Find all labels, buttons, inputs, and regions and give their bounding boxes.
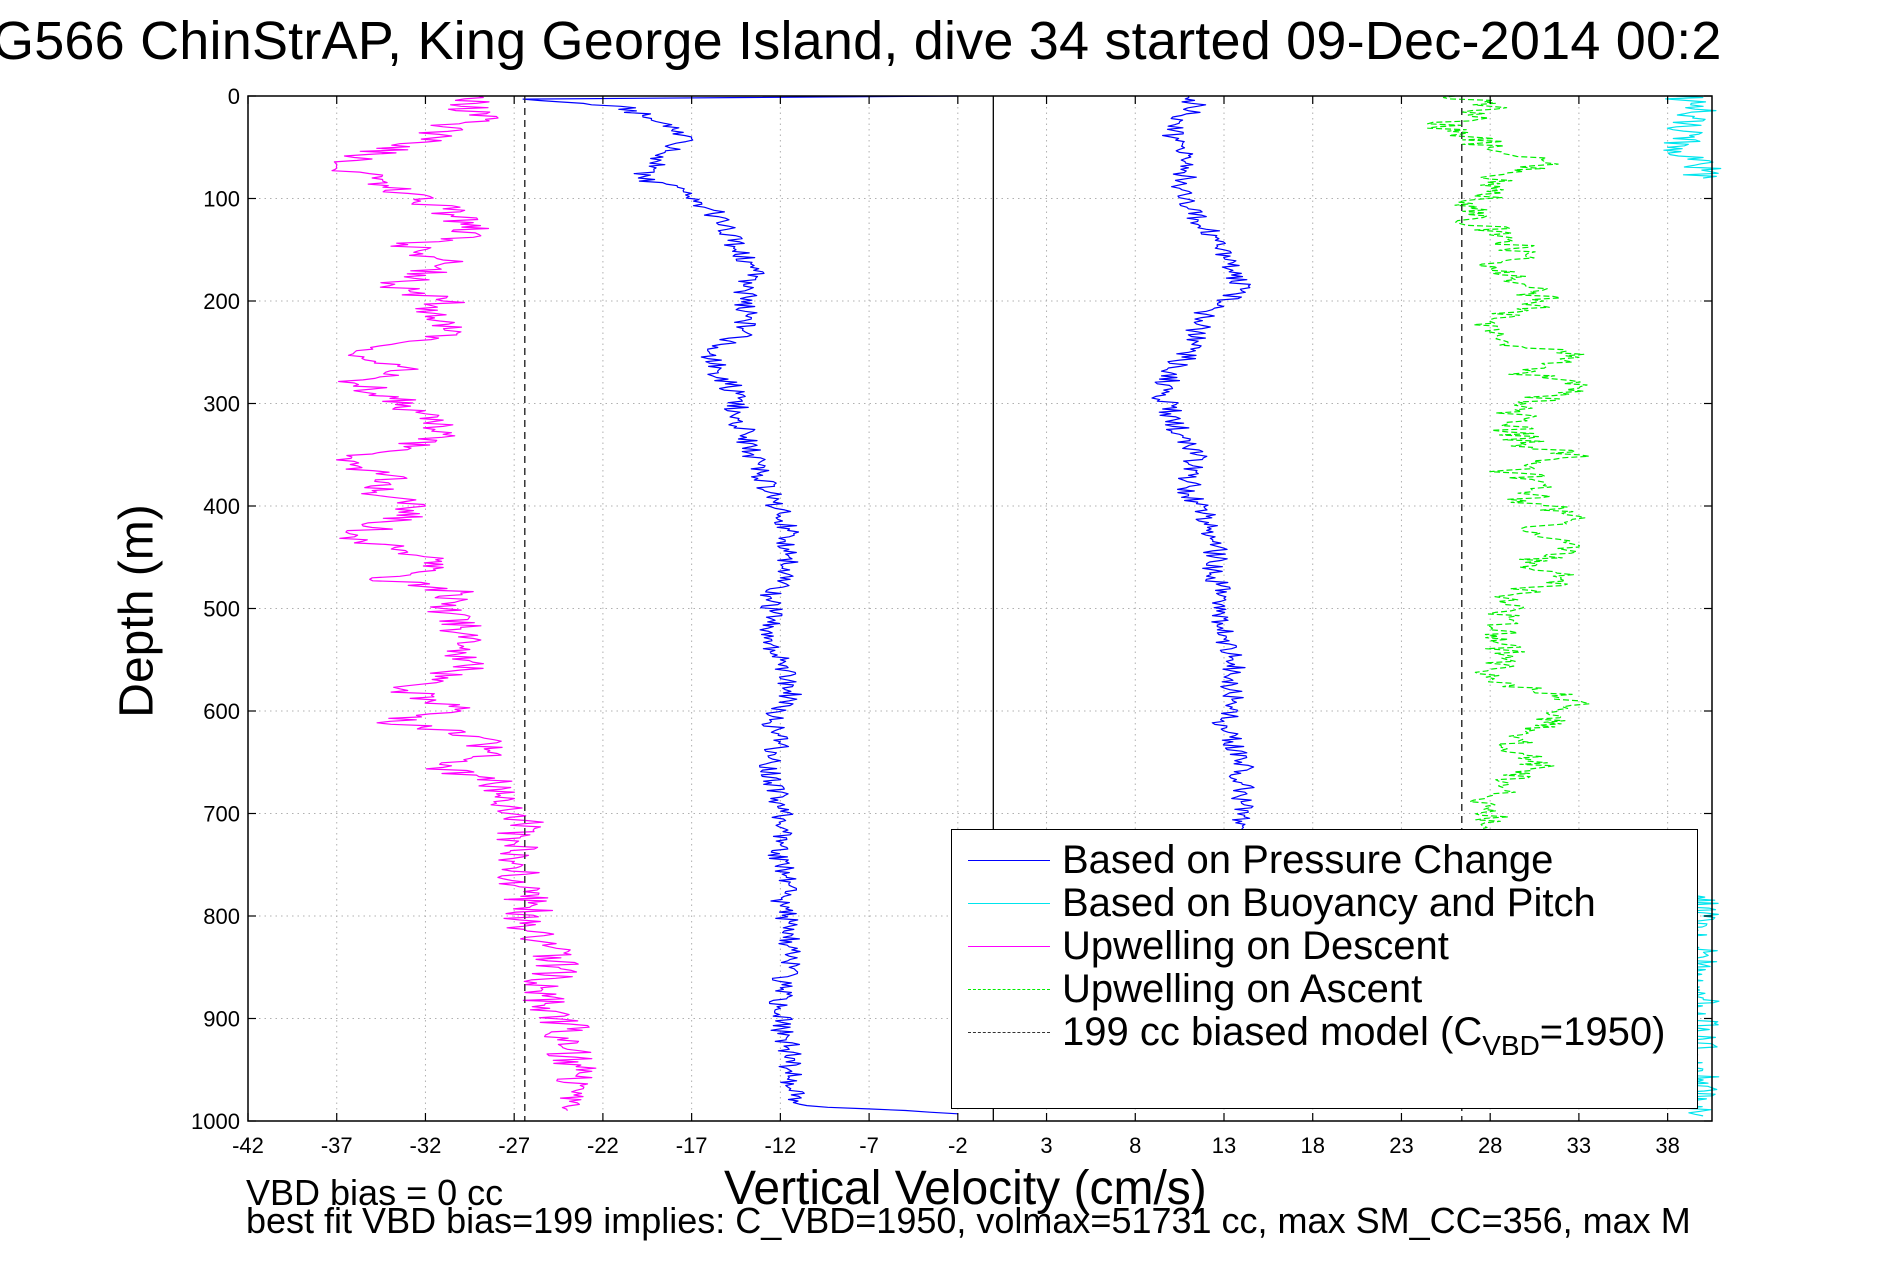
- axis-ticks: -42 -37 -32 -27 -22 -17 -12 -7 -2 3 8 13 18 23 28 33 380…: [191, 84, 1712, 1158]
- series-line-based-on-pressure-change-ascent: [1151, 95, 1255, 830]
- x-tick-label: -17: [676, 1133, 708, 1158]
- y-tick-label: 900: [203, 1007, 240, 1032]
- x-tick-label: 38: [1655, 1133, 1679, 1158]
- x-tick-label: 23: [1389, 1133, 1413, 1158]
- legend-label: Based on Pressure Change: [1062, 838, 1554, 882]
- x-tick-label: -2: [948, 1133, 968, 1158]
- x-tick-label: 18: [1300, 1133, 1324, 1158]
- x-tick-label: -37: [321, 1133, 353, 1158]
- x-tick-label: -42: [232, 1133, 264, 1158]
- legend-label: Based on Buoyancy and Pitch: [1062, 881, 1596, 925]
- legend-entry: Upwelling on Descent: [952, 924, 1697, 968]
- legend-label: Upwelling on Descent: [1062, 924, 1449, 968]
- y-tick-label: 0: [228, 84, 240, 109]
- series-line-based-on-pressure-change-descent: [522, 95, 958, 1115]
- series-line-based-on-buoyancy-and-pitch-ascent: [1663, 95, 1722, 179]
- legend-swatch: [968, 989, 1050, 990]
- x-tick-label: 8: [1129, 1133, 1141, 1158]
- y-tick-label: 200: [203, 289, 240, 314]
- y-tick-label: 100: [203, 187, 240, 212]
- x-axis-label: Vertical Velocity (cm/s): [724, 1162, 1207, 1215]
- legend-entry: Based on Buoyancy and Pitch: [952, 881, 1697, 925]
- x-tick-label: -7: [859, 1133, 879, 1158]
- y-axis-label: Depth (m): [110, 504, 164, 718]
- vbd-bias-note: VBD bias = 0 cc: [246, 1172, 504, 1213]
- legend-entry: Upwelling on Ascent: [952, 967, 1697, 1011]
- chart-title: G566 ChinStrAP, King George Island, dive…: [0, 11, 1722, 71]
- legend-label: 199 cc biased model (CVBD=1950): [1062, 1010, 1666, 1061]
- x-tick-label: -12: [764, 1133, 796, 1158]
- x-tick-label: -27: [498, 1133, 530, 1158]
- legend-label: Upwelling on Ascent: [1062, 967, 1423, 1011]
- series-line-upwelling-on-ascent-ascent: [1427, 95, 1590, 830]
- x-tick-label: 28: [1478, 1133, 1502, 1158]
- best-fit-note: best fit VBD bias=199 implies: C_VBD=195…: [246, 1200, 1691, 1241]
- y-tick-label: 1000: [191, 1109, 240, 1134]
- y-tick-label: 400: [203, 494, 240, 519]
- x-tick-label: 13: [1212, 1133, 1236, 1158]
- y-tick-label: 700: [203, 802, 240, 827]
- x-tick-label: -32: [410, 1133, 442, 1158]
- series-line-upwelling-on-descent-descent: [331, 95, 597, 1112]
- y-tick-label: 300: [203, 392, 240, 417]
- legend: Based on Pressure Change Based on Buoyanc…: [951, 829, 1698, 1109]
- legend-entry: 199 cc biased model (CVBD=1950): [952, 1010, 1697, 1061]
- legend-swatch: [968, 946, 1050, 947]
- y-tick-label: 500: [203, 597, 240, 622]
- legend-swatch: [968, 860, 1050, 861]
- legend-swatch: [968, 1032, 1050, 1033]
- legend-swatch: [968, 903, 1050, 904]
- y-tick-label: 600: [203, 699, 240, 724]
- x-tick-label: 3: [1040, 1133, 1052, 1158]
- x-tick-label: -22: [587, 1133, 619, 1158]
- legend-entry: Based on Pressure Change: [952, 838, 1697, 882]
- y-tick-label: 800: [203, 904, 240, 929]
- x-tick-label: 33: [1567, 1133, 1591, 1158]
